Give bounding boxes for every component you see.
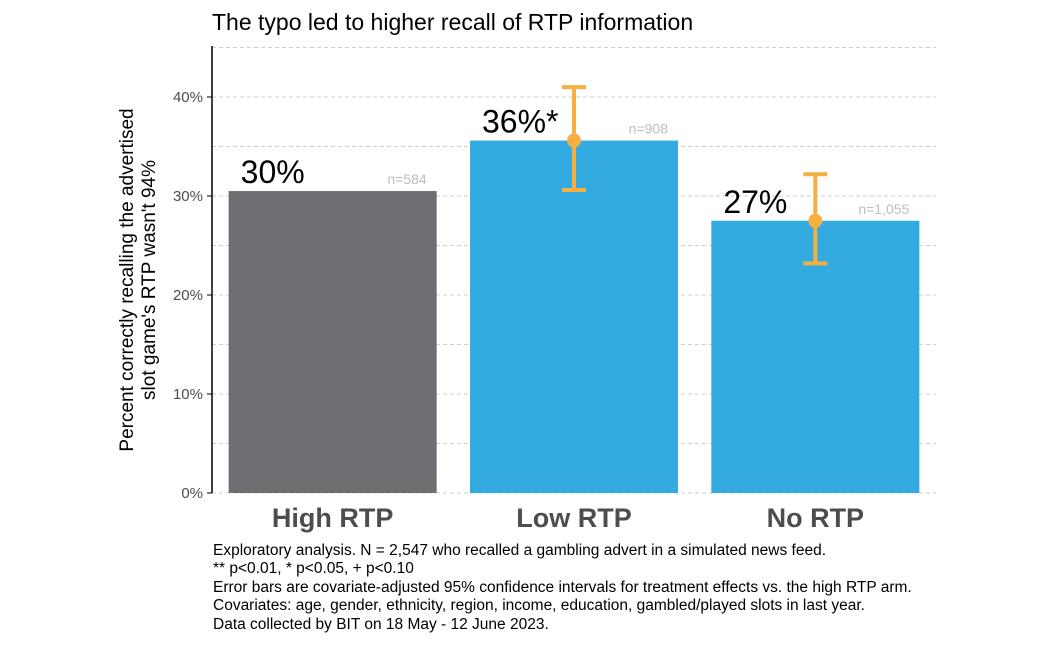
bars [228, 140, 920, 494]
bar-chart: The typo led to higher recall of RTP inf… [117, 9, 936, 533]
y-axis-tick-label: 40% [173, 89, 203, 106]
bar [711, 220, 920, 493]
y-axis-label: Percent correctly recalling the advertis… [117, 108, 160, 451]
bar-n-label: n=908 [629, 121, 669, 137]
chart-title: The typo led to higher recall of RTP inf… [212, 9, 693, 35]
y-axis-tick-label: 0% [181, 485, 203, 502]
caption-line: Exploratory analysis. N = 2,547 who reca… [213, 542, 827, 559]
caption-line: ** p<0.01, * p<0.05, + p<0.10 [213, 560, 414, 578]
y-axis-tick-label: 30% [173, 188, 203, 205]
bar-value-label: 27% [723, 184, 787, 220]
x-axis-tick-labels: High RTP Low RTP No RTP [272, 503, 864, 533]
error-bar-point [808, 213, 823, 228]
bar-value-label: 30% [241, 154, 305, 190]
y-axis: 0% 10% 20% 30% 40% [173, 46, 213, 502]
x-axis-tick-label: No RTP [767, 503, 865, 533]
bar [228, 191, 437, 494]
error-bar-point [567, 133, 581, 148]
y-axis-label-line-2: slot game's RTP wasn't 94% [139, 160, 160, 400]
bar [470, 140, 678, 493]
x-axis-tick-label: High RTP [272, 503, 394, 533]
bar-n-label: n=1,055 [858, 201, 909, 217]
bar-value-label: 36%* [482, 104, 559, 140]
bar-labels: 30% n=584 36%* n=908 27% n=1,055 [241, 104, 910, 220]
x-axis-tick-label: Low RTP [516, 503, 632, 533]
y-axis-tick-label: 20% [173, 287, 203, 304]
error-bars [562, 85, 828, 266]
caption-line: Covariates: age, gender, ethnicity, regi… [213, 597, 865, 615]
bar-n-label: n=584 [387, 171, 427, 187]
y-axis-label-line-1: Percent correctly recalling the advertis… [117, 108, 138, 451]
caption: Exploratory analysis. N = 2,547 who reca… [213, 542, 912, 634]
caption-line: Error bars are covariate-adjusted 95% co… [213, 578, 912, 596]
caption-line: Data collected by BIT on 18 May - 12 Jun… [213, 615, 549, 633]
y-axis-tick-label: 10% [173, 386, 203, 403]
